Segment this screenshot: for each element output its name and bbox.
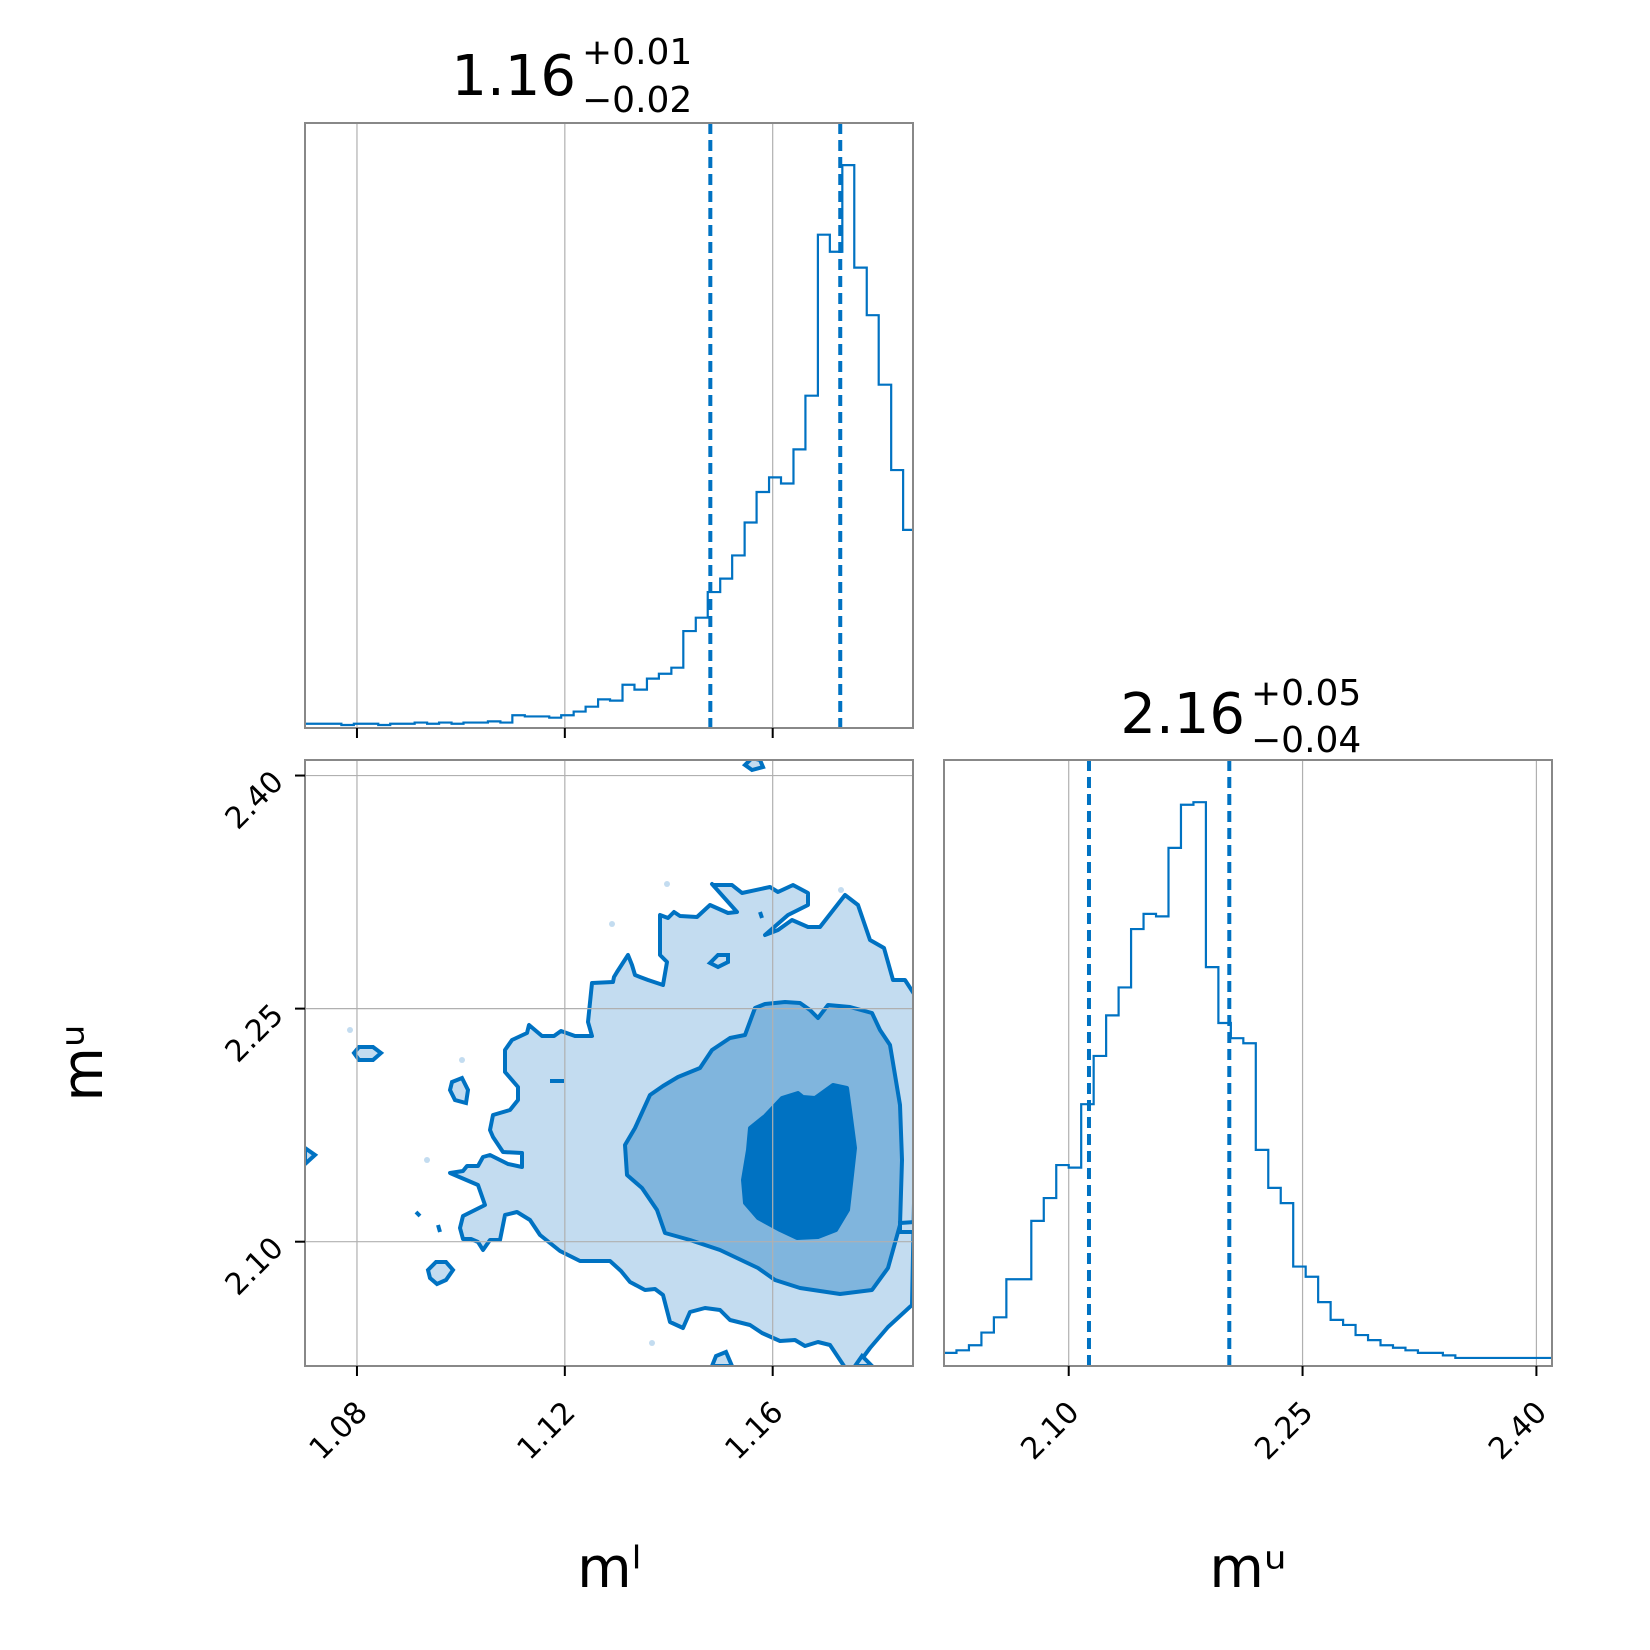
- hist-ml-step-line: [305, 164, 913, 727]
- contour-outlier-points: [347, 881, 844, 1346]
- contour-fragment-4: [436, 1224, 442, 1233]
- hist-mu-title-minus: −0.04: [1251, 720, 1361, 761]
- contour-fragment-2: [758, 911, 764, 919]
- x-tick-label: 1.16: [718, 1395, 790, 1467]
- contour-island-7: [709, 1349, 735, 1366]
- hist-mu-ticks: 2.10 2.25 2.40: [1014, 1366, 1554, 1467]
- contour-island-9: [852, 1352, 875, 1366]
- hist-ml-grid: [356, 123, 774, 728]
- contour-grid: [305, 760, 913, 1366]
- y-axis-label-mu: mᵘ: [51, 1024, 116, 1101]
- x-tick-label: 2.25: [1248, 1395, 1320, 1467]
- contour-plot-area: [305, 760, 913, 1366]
- hist-mu-title: 2.16: [1120, 682, 1245, 747]
- outlier-point: [424, 1157, 430, 1163]
- hist-ml-quantile-lines: [708, 123, 843, 728]
- outlier-point: [649, 1340, 655, 1346]
- contour-frame: [304, 759, 914, 1367]
- hist-mu-quantile-lines: [1086, 760, 1232, 1366]
- hist-ml-title-minus: −0.02: [582, 80, 692, 121]
- hist-mu-title-plus: +0.05: [1251, 673, 1361, 714]
- y-tick-label: 2.10: [219, 1231, 291, 1303]
- hist-ml-frame: [304, 122, 914, 729]
- hist-ml-title: 1.16: [451, 44, 576, 109]
- hist-mu-frame: [943, 759, 1553, 1367]
- x-tick-label: 2.40: [1482, 1395, 1554, 1467]
- contour-fragment-3: [414, 1210, 422, 1218]
- hist-ml-ticks: [355, 728, 774, 738]
- contour-island-4: [706, 953, 730, 970]
- outlier-point: [609, 921, 615, 927]
- contour-island-5: [741, 760, 766, 773]
- contour-island-8: [898, 1220, 913, 1234]
- y-tick-label: 2.25: [219, 998, 291, 1070]
- outlier-point: [664, 881, 670, 887]
- contour-level-inner: [741, 1083, 857, 1240]
- contour-island-1: [351, 1045, 385, 1062]
- contour-island-6: [305, 1145, 319, 1167]
- contour-panel: 1.08 1.12 1.16 2.10 2.25 2.40: [219, 759, 914, 1467]
- outlier-point: [838, 887, 844, 893]
- contour-island-2: [447, 1075, 471, 1106]
- y-tick-label: 2.40: [219, 764, 291, 836]
- contour-island-3: [425, 1260, 456, 1287]
- outlier-point: [347, 1027, 353, 1033]
- hist-ml-panel: 1.16 +0.01 −0.02: [304, 32, 914, 738]
- hist-ml-title-plus: +0.01: [582, 32, 692, 73]
- hist-mu-step-line: [944, 801, 1552, 1360]
- x-tick-label: 2.10: [1014, 1395, 1086, 1467]
- outlier-point: [459, 1057, 465, 1063]
- x-axis-label-mu: mᵘ: [1209, 1536, 1286, 1601]
- hist-mu-grid: [1068, 760, 1538, 1366]
- x-tick-label: 1.12: [511, 1395, 583, 1467]
- x-axis-label-ml: mˡ: [577, 1536, 641, 1601]
- x-tick-label: 1.08: [303, 1395, 375, 1467]
- hist-mu-panel: 2.10 2.25 2.40 2.16 +0.05 −0.04: [943, 673, 1554, 1467]
